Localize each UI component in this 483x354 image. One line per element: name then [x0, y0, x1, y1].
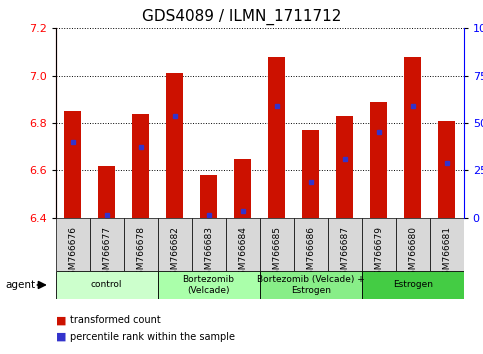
Bar [200, 175, 217, 218]
Text: GSM766680: GSM766680 [408, 226, 417, 281]
Text: GSM766682: GSM766682 [170, 226, 179, 281]
Text: GSM766684: GSM766684 [238, 226, 247, 281]
Bar [98, 166, 115, 218]
Bar [56, 272, 157, 298]
Bar [327, 218, 362, 271]
Text: ■: ■ [56, 315, 66, 325]
Bar [430, 218, 464, 271]
Text: GSM766677: GSM766677 [102, 226, 111, 281]
Text: GSM766687: GSM766687 [340, 226, 349, 281]
Text: agent: agent [6, 280, 36, 290]
Bar [362, 218, 396, 271]
Bar [294, 218, 327, 271]
Bar [396, 218, 430, 271]
Bar [124, 218, 157, 271]
Bar [166, 73, 183, 218]
Bar [362, 272, 464, 298]
Text: GDS4089 / ILMN_1711712: GDS4089 / ILMN_1711712 [142, 9, 341, 25]
Bar [234, 159, 251, 218]
Bar [268, 57, 285, 218]
Text: GSM766678: GSM766678 [136, 226, 145, 281]
Bar [64, 111, 81, 218]
Text: transformed count: transformed count [70, 315, 161, 325]
Bar [192, 218, 226, 271]
Bar [226, 218, 260, 271]
Bar [370, 102, 387, 218]
Bar [132, 114, 149, 218]
Bar [56, 218, 89, 271]
Text: Bortezomib (Velcade) +
Estrogen: Bortezomib (Velcade) + Estrogen [257, 275, 365, 295]
Text: GSM766686: GSM766686 [306, 226, 315, 281]
Bar [336, 116, 353, 218]
Text: GSM766683: GSM766683 [204, 226, 213, 281]
Text: percentile rank within the sample: percentile rank within the sample [70, 332, 235, 342]
Text: control: control [91, 280, 122, 290]
Text: ■: ■ [56, 332, 66, 342]
Bar [157, 272, 260, 298]
Bar [438, 121, 455, 218]
Bar [89, 218, 124, 271]
Bar [260, 272, 362, 298]
Text: Estrogen: Estrogen [393, 280, 433, 290]
Bar [302, 130, 319, 218]
Text: Bortezomib
(Velcade): Bortezomib (Velcade) [183, 275, 235, 295]
Text: GSM766681: GSM766681 [442, 226, 451, 281]
Bar [157, 218, 192, 271]
Bar [260, 218, 294, 271]
Text: GSM766685: GSM766685 [272, 226, 281, 281]
Text: GSM766679: GSM766679 [374, 226, 383, 281]
Text: GSM766676: GSM766676 [68, 226, 77, 281]
Bar [404, 57, 421, 218]
